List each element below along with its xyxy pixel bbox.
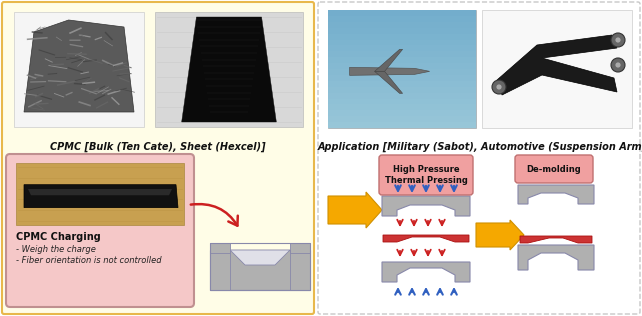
Bar: [328, 16, 476, 22]
Bar: [290, 243, 310, 253]
Bar: [290, 250, 310, 290]
FancyBboxPatch shape: [379, 155, 473, 195]
FancyBboxPatch shape: [6, 154, 194, 307]
Circle shape: [615, 37, 621, 43]
Polygon shape: [182, 17, 276, 122]
Bar: [328, 33, 476, 40]
Polygon shape: [24, 185, 178, 208]
Bar: [328, 116, 476, 122]
FancyArrow shape: [328, 192, 382, 228]
Polygon shape: [383, 235, 469, 242]
Polygon shape: [518, 245, 594, 270]
Bar: [328, 46, 476, 51]
Polygon shape: [518, 185, 594, 204]
Polygon shape: [374, 71, 403, 93]
FancyArrowPatch shape: [191, 204, 238, 226]
FancyArrow shape: [476, 220, 524, 250]
Polygon shape: [374, 49, 403, 71]
Bar: [328, 104, 476, 110]
Bar: [328, 69, 476, 75]
Circle shape: [496, 84, 502, 90]
Bar: [482, 10, 632, 128]
Polygon shape: [520, 236, 592, 243]
Bar: [328, 28, 476, 33]
Bar: [16, 163, 184, 225]
Text: CPMC [Bulk (Ten Cate), Sheet (Hexcel)]: CPMC [Bulk (Ten Cate), Sheet (Hexcel)]: [50, 142, 266, 152]
Bar: [210, 243, 310, 290]
FancyBboxPatch shape: [2, 2, 314, 314]
Polygon shape: [24, 20, 134, 112]
Circle shape: [615, 62, 621, 68]
Polygon shape: [382, 262, 470, 282]
Bar: [328, 93, 476, 99]
Circle shape: [611, 58, 625, 72]
Circle shape: [492, 80, 506, 94]
Bar: [328, 110, 476, 116]
Circle shape: [611, 33, 625, 47]
Bar: [328, 22, 476, 28]
Polygon shape: [350, 67, 429, 75]
Bar: [328, 10, 476, 16]
Bar: [328, 81, 476, 87]
Bar: [328, 40, 476, 46]
Bar: [328, 75, 476, 81]
Polygon shape: [28, 189, 172, 195]
Bar: [328, 122, 476, 128]
Bar: [328, 63, 476, 69]
Text: De-molding: De-molding: [526, 165, 582, 173]
Text: Application [Military (Sabot), Automotive (Suspension Arm)]: Application [Military (Sabot), Automotiv…: [317, 142, 642, 152]
FancyBboxPatch shape: [318, 2, 640, 314]
Bar: [328, 57, 476, 63]
Bar: [155, 12, 303, 127]
Polygon shape: [382, 196, 470, 216]
Bar: [328, 87, 476, 93]
Bar: [328, 51, 476, 57]
Polygon shape: [210, 250, 310, 290]
Text: CPMC Charging: CPMC Charging: [16, 232, 101, 242]
Bar: [14, 12, 144, 127]
Bar: [210, 250, 230, 290]
Polygon shape: [497, 35, 617, 95]
Polygon shape: [230, 250, 290, 265]
Bar: [328, 99, 476, 104]
Text: - Weigh the charge: - Weigh the charge: [16, 245, 96, 254]
Bar: [328, 10, 476, 128]
Text: - Fiber orientation is not controlled: - Fiber orientation is not controlled: [16, 256, 162, 265]
Text: High Pressure
Thermal Pressing: High Pressure Thermal Pressing: [385, 165, 467, 185]
Bar: [210, 243, 230, 253]
FancyBboxPatch shape: [515, 155, 593, 183]
